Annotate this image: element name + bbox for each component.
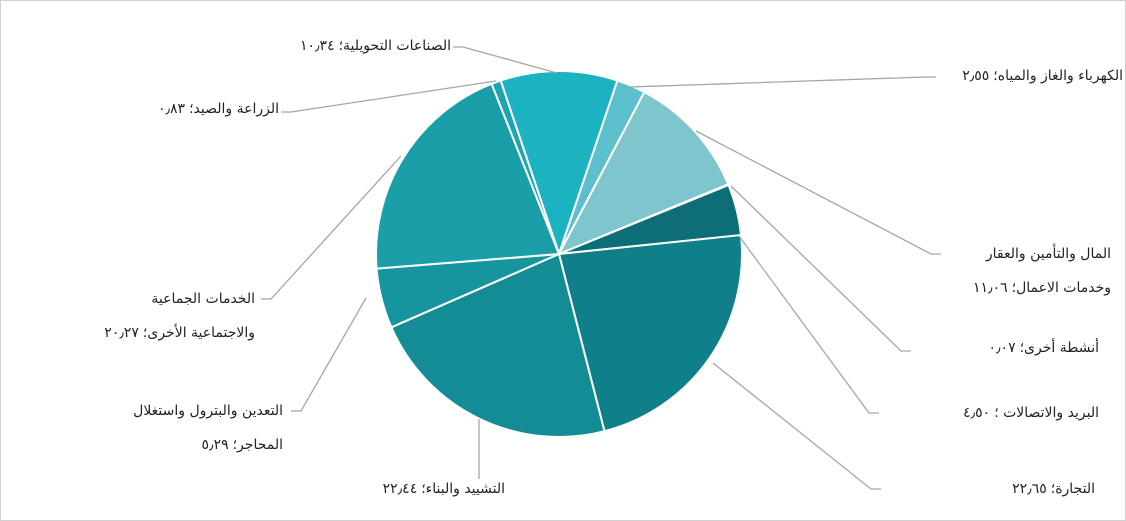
value-label: ١٠٫٣٤	[299, 38, 335, 54]
leader-line	[453, 46, 558, 74]
category-label: الكهرباء والغاز والمياه؛	[993, 68, 1123, 84]
pie-slice	[557, 233, 743, 433]
pie-slice	[499, 70, 619, 258]
data-label: الزراعة والصيد؛٠٫٨٣	[158, 92, 279, 126]
leader-line	[695, 130, 941, 255]
leader-line	[291, 297, 367, 412]
pie-slice	[390, 252, 606, 438]
pie-slice	[556, 90, 730, 256]
category-label: التشييد والبناء؛	[421, 481, 505, 497]
category-label: الزراعة والصيد؛	[189, 101, 279, 117]
data-label: التشييد والبناء؛٢٢٫٤٤	[383, 472, 505, 506]
data-label: التعدين والبترول واستغلال المحاجر؛٥٫٢٩	[133, 394, 283, 462]
leader-line	[738, 235, 879, 414]
value-label: ٢٢٫٤٤	[382, 481, 418, 497]
data-label: أنشطة أخرى؛٠٫٠٧	[988, 331, 1099, 365]
data-label: التجارة؛٢٢٫٦٥	[1012, 472, 1095, 506]
pie-slice	[375, 82, 561, 270]
pie-slice	[490, 79, 560, 255]
value-label: ٢٢٫٦٥	[1012, 481, 1047, 497]
value-label: ٥٫٢٩	[201, 437, 229, 453]
value-label: ٠٫٠٧	[988, 340, 1016, 356]
data-label: الصناعات التحويلية؛١٠٫٣٤	[300, 29, 451, 63]
category-label: الصناعات التحويلية؛	[338, 38, 451, 54]
value-label: ٤٫٥٠	[963, 405, 991, 421]
data-label: البريد والاتصالات ؛٤٫٥٠	[963, 396, 1099, 430]
value-label: ٢٠٫٢٧	[104, 325, 139, 341]
leader-line	[261, 155, 402, 300]
value-label: ١١٫٠٦	[973, 280, 1008, 296]
category-label: المال والتأمين والعقار وخدمات الاعمال؛	[985, 246, 1111, 296]
leader-line	[712, 362, 881, 490]
category-label: البريد والاتصالات ؛	[994, 405, 1099, 421]
data-label: الخدمات الجماعية والاجتماعية الأخرى؛٢٠٫٢…	[104, 282, 255, 350]
data-label: الكهرباء والغاز والمياه؛٢٫٥٥	[962, 59, 1123, 93]
category-label: التجارة؛	[1050, 481, 1095, 497]
category-label: الخدمات الجماعية والاجتماعية الأخرى؛	[142, 291, 255, 341]
leader-line	[281, 80, 497, 113]
category-label: أنشطة أخرى؛	[1019, 340, 1099, 356]
leader-line	[730, 185, 911, 352]
value-label: ٢٫٥٥	[962, 68, 990, 84]
leader-line	[628, 76, 936, 88]
data-label: المال والتأمين والعقار وخدمات الاعمال؛١١…	[973, 237, 1111, 305]
value-label: ٠٫٨٣	[157, 101, 186, 117]
category-label: التعدين والبترول واستغلال المحاجر؛	[133, 403, 283, 453]
